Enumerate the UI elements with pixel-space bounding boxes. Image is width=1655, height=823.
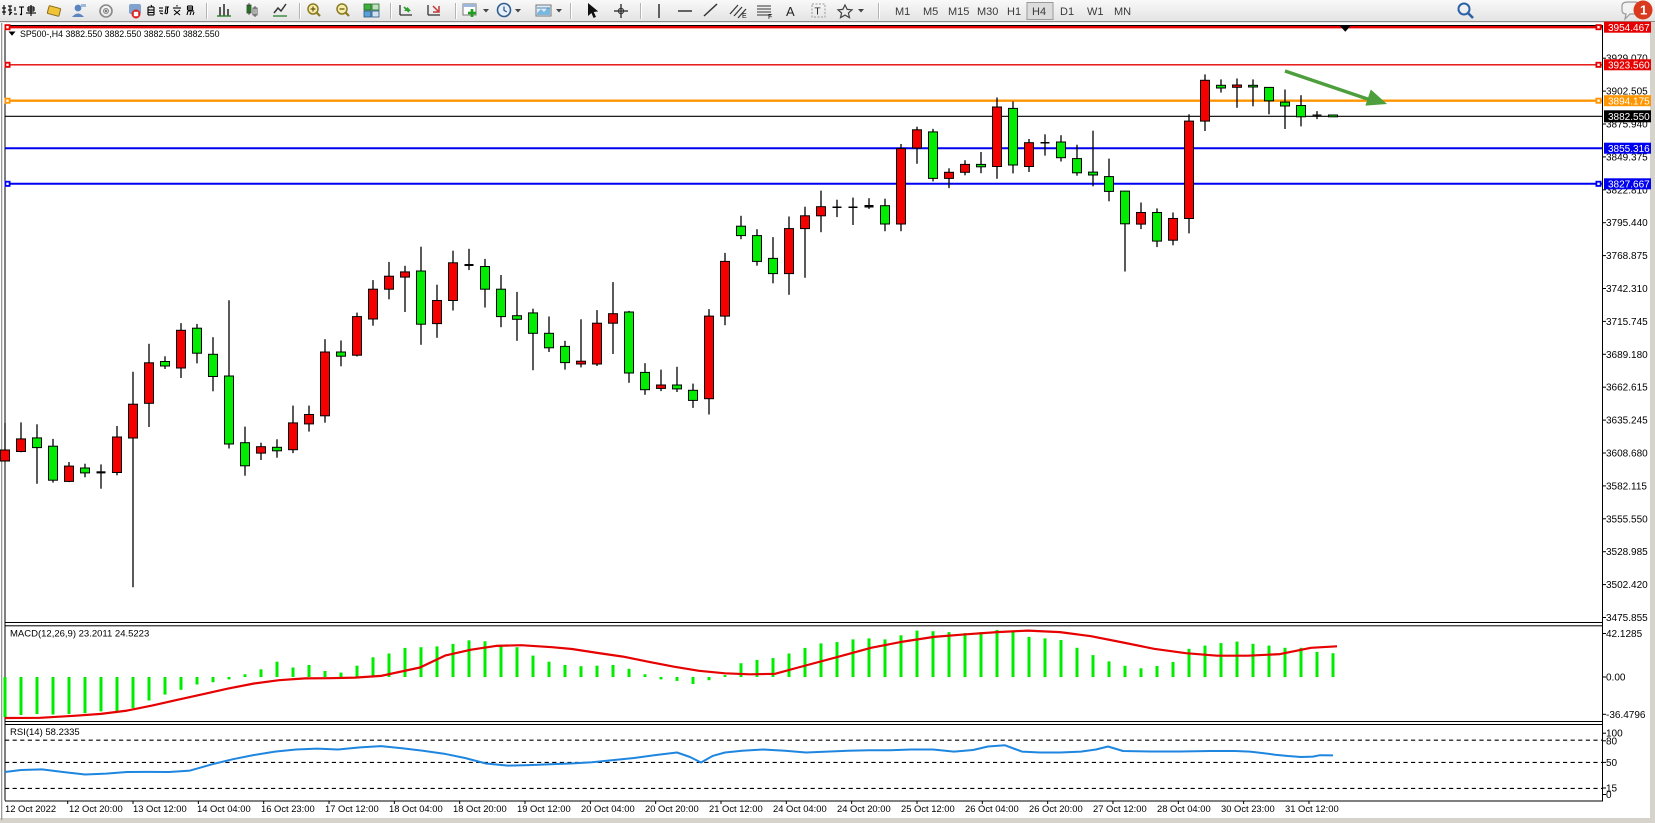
svg-text:14 Oct 04:00: 14 Oct 04:00 xyxy=(197,803,251,814)
svg-text:-36.4796: -36.4796 xyxy=(1606,710,1646,721)
svg-text:3894.175: 3894.175 xyxy=(1608,96,1650,107)
svg-text:12 Oct 20:00: 12 Oct 20:00 xyxy=(69,803,123,814)
svg-text:24 Oct 04:00: 24 Oct 04:00 xyxy=(773,803,827,814)
svg-text:15: 15 xyxy=(1606,784,1618,795)
svg-text:50: 50 xyxy=(1606,758,1618,769)
svg-text:18 Oct 20:00: 18 Oct 20:00 xyxy=(453,803,507,814)
svg-text:F: F xyxy=(768,14,772,21)
svg-text:100: 100 xyxy=(1606,729,1623,740)
svg-text:0.00: 0.00 xyxy=(1606,673,1626,684)
svg-text:MN: MN xyxy=(1114,6,1131,18)
svg-text:28 Oct 04:00: 28 Oct 04:00 xyxy=(1157,803,1211,814)
svg-text:M5: M5 xyxy=(923,6,938,18)
svg-text:3827.667: 3827.667 xyxy=(1608,180,1650,191)
svg-text:3849.375: 3849.375 xyxy=(1606,152,1648,163)
svg-text:D1: D1 xyxy=(1060,6,1074,18)
svg-text:25 Oct 12:00: 25 Oct 12:00 xyxy=(901,803,955,814)
svg-text:24 Oct 20:00: 24 Oct 20:00 xyxy=(837,803,891,814)
svg-text:T: T xyxy=(815,7,821,18)
svg-text:3635.245: 3635.245 xyxy=(1606,416,1648,427)
svg-text:20 Oct 04:00: 20 Oct 04:00 xyxy=(581,803,635,814)
svg-text:18 Oct 04:00: 18 Oct 04:00 xyxy=(389,803,443,814)
svg-text:M15: M15 xyxy=(948,6,969,18)
svg-text:16 Oct 23:00: 16 Oct 23:00 xyxy=(261,803,315,814)
svg-text:M1: M1 xyxy=(895,6,910,18)
svg-text:3475.855: 3475.855 xyxy=(1606,613,1648,624)
svg-text:42.1285: 42.1285 xyxy=(1606,629,1643,640)
svg-text:SP500-,H4 3882.550 3882.550 3: SP500-,H4 3882.550 3882.550 3882.550 388… xyxy=(20,29,220,39)
svg-text:3555.550: 3555.550 xyxy=(1606,514,1648,525)
svg-text:3923.560: 3923.560 xyxy=(1608,61,1650,72)
svg-text:3608.680: 3608.680 xyxy=(1606,449,1648,460)
svg-text:3582.115: 3582.115 xyxy=(1606,481,1647,492)
svg-text:E: E xyxy=(742,13,747,20)
svg-text:3768.875: 3768.875 xyxy=(1606,251,1648,262)
svg-text:12 Oct 2022: 12 Oct 2022 xyxy=(5,803,56,814)
svg-text:3929.070: 3929.070 xyxy=(1606,54,1648,65)
svg-text:W1: W1 xyxy=(1087,6,1104,18)
svg-text:26 Oct 04:00: 26 Oct 04:00 xyxy=(965,803,1019,814)
svg-text:3855.316: 3855.316 xyxy=(1608,144,1650,155)
svg-text:3954.467: 3954.467 xyxy=(1608,23,1650,34)
svg-text:21 Oct 12:00: 21 Oct 12:00 xyxy=(709,803,763,814)
svg-text:M30: M30 xyxy=(977,6,998,18)
svg-text:26 Oct 20:00: 26 Oct 20:00 xyxy=(1029,803,1083,814)
svg-text:A: A xyxy=(786,4,795,19)
svg-text:H4: H4 xyxy=(1032,6,1046,18)
svg-text:3662.615: 3662.615 xyxy=(1606,383,1648,394)
svg-text:19 Oct 12:00: 19 Oct 12:00 xyxy=(517,803,571,814)
svg-text:27 Oct 12:00: 27 Oct 12:00 xyxy=(1093,803,1147,814)
svg-text:3502.420: 3502.420 xyxy=(1606,580,1648,591)
svg-text:H1: H1 xyxy=(1007,6,1021,18)
svg-text:3795.440: 3795.440 xyxy=(1606,218,1648,229)
svg-text:17 Oct 12:00: 17 Oct 12:00 xyxy=(325,803,379,814)
svg-text:3882.550: 3882.550 xyxy=(1608,112,1650,123)
svg-text:RSI(14) 58.2335: RSI(14) 58.2335 xyxy=(10,727,80,738)
svg-text:31 Oct 12:00: 31 Oct 12:00 xyxy=(1285,803,1339,814)
svg-text:3742.310: 3742.310 xyxy=(1606,284,1648,295)
svg-text:20 Oct 20:00: 20 Oct 20:00 xyxy=(645,803,699,814)
svg-text:3689.180: 3689.180 xyxy=(1606,350,1648,361)
svg-text:3875.940: 3875.940 xyxy=(1606,120,1648,131)
svg-text:MACD(12,26,9) 23.2011 24.5223: MACD(12,26,9) 23.2011 24.5223 xyxy=(10,629,149,640)
svg-text:3822.810: 3822.810 xyxy=(1606,185,1648,196)
svg-text:1: 1 xyxy=(1640,3,1647,18)
svg-text:13 Oct 12:00: 13 Oct 12:00 xyxy=(133,803,187,814)
svg-text:3715.745: 3715.745 xyxy=(1606,317,1648,328)
svg-text:30 Oct 23:00: 30 Oct 23:00 xyxy=(1221,803,1275,814)
svg-text:80: 80 xyxy=(1606,736,1618,747)
svg-text:3528.985: 3528.985 xyxy=(1606,547,1648,558)
svg-text:0: 0 xyxy=(1606,790,1612,801)
svg-text:3902.505: 3902.505 xyxy=(1606,87,1648,98)
